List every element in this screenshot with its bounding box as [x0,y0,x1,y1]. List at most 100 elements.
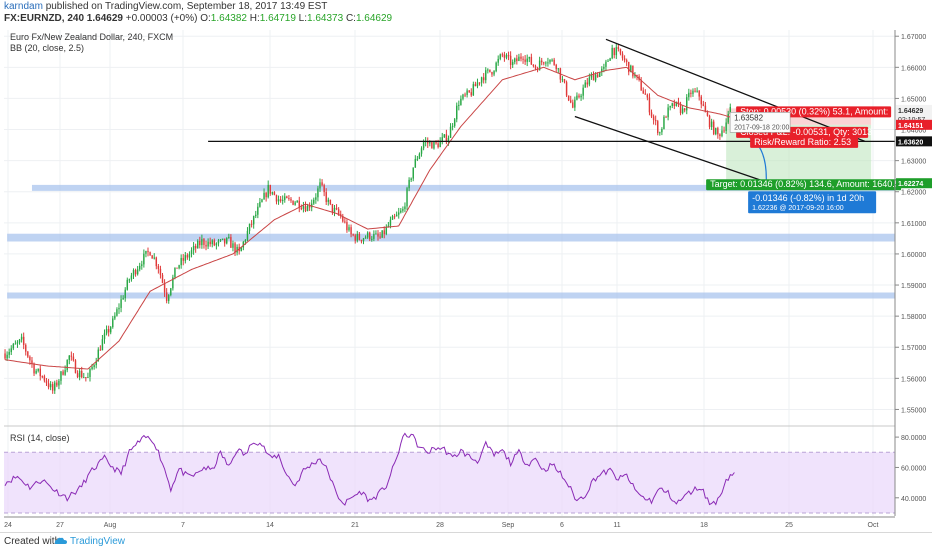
candle-body [603,66,605,69]
instrument-legend: Euro Fx/New Zealand Dollar, 240, FXCM [10,32,173,42]
candle-body [659,132,661,134]
price-change: +0.00003 (+0%) [125,13,198,24]
candle-body [284,196,286,200]
target-price-tag: 1.62274 [896,178,932,189]
candle-body [665,116,667,118]
candle-body [329,199,332,205]
candle-body [85,377,87,379]
candle-body [416,158,419,160]
candle-body [333,207,336,213]
candle-body [661,128,663,133]
open-label: O: [200,13,211,24]
candle-body [561,79,564,81]
candle-body [147,250,149,253]
candle-body [304,206,307,212]
candle-body [456,105,458,120]
candle-body [698,90,700,97]
candle-body [45,380,48,384]
candle-body [184,255,187,261]
candle-body [402,209,404,211]
ohlc-line: FX:EURNZD, 240 1.64629 +0.00003 (+0%) O:… [4,13,392,25]
candle-body [611,47,613,59]
price-tooltip: 1.63582 2017-09-18 20:00 [729,112,791,133]
candle-body [155,257,158,267]
candle-body [663,116,665,129]
candle-body [532,64,535,67]
candle-body [263,192,265,200]
candle-body [673,103,676,107]
candle-body [719,134,721,137]
candle-body [321,182,323,186]
candle-body [118,307,120,310]
candle-body [6,354,8,359]
candle-body [427,141,429,144]
candle-body [54,382,56,391]
candle-body [590,73,593,78]
candle-body [236,246,238,253]
candle-body [706,112,709,116]
candle-body [14,343,17,345]
author-link[interactable]: karndam [4,1,43,12]
candle-body [607,60,609,62]
candle-body [431,142,433,149]
candle-body [279,199,282,201]
candle-body [422,141,425,149]
candle-body [675,101,678,107]
candle-body [290,198,292,201]
chart-canvas[interactable]: Stop: 0.00530 (0.32%) 53.1, Amount: 1584… [0,26,932,532]
candle-body [219,239,222,241]
candle-body [476,82,479,87]
candle-body [194,245,197,249]
candle-body [221,238,224,240]
candle-body [404,206,406,210]
candle-body [377,233,379,237]
channel-lower-line[interactable] [574,115,772,185]
channel-upper-line[interactable] [605,38,866,142]
candle-body [621,53,624,59]
candle-body [244,240,247,242]
candle-body [230,237,232,248]
candle-body [22,336,25,345]
candle-body [613,47,615,56]
time-tick-label: 11 [613,522,620,529]
candle-body [688,92,690,98]
candle-body [511,62,514,65]
time-tick-label: 28 [436,522,444,529]
time-tick-label: 25 [785,522,793,529]
price-tick-label: 1.64000 [901,128,926,135]
candle-body [313,199,315,204]
candle-body [43,376,46,381]
candle-body [725,122,727,131]
candle-body [507,55,510,57]
risk-reward-label-text: Risk/Reward Ratio: 2.53 [754,137,851,147]
candle-body [493,71,495,75]
price-tick-label: 1.59000 [901,283,926,290]
candle-body [574,99,576,108]
candle-body [300,208,303,210]
chart-header: karndam published on TradingView.com, Se… [0,0,932,26]
tooltip-price: 1.63582 [734,113,763,122]
candle-body [410,178,412,180]
candle-body [489,69,491,73]
candle-body [368,232,371,240]
candle-body [27,351,29,357]
candle-body [109,327,112,333]
candle-body [64,370,66,375]
tooltip-date: 2017-09-18 20:00 [734,124,789,131]
target-price-tag-bg [896,178,932,189]
axes: 1.67000 1.66000 1.65000 1.64000 1.63000 1.620… [4,30,932,529]
candle-body [540,60,543,63]
created-with-text: Created with [4,536,61,547]
candle-body [371,238,373,240]
candle-body [271,192,274,194]
candle-body [391,216,394,220]
candle-body [671,103,673,106]
candle-body [549,59,551,63]
candle-body [91,367,93,370]
candle-body [288,198,290,200]
candle-body [97,349,100,362]
candle-body [503,54,506,58]
candle-body [499,54,501,59]
tradingview-brand[interactable]: TradingView [70,536,126,547]
support-zone [7,292,895,299]
